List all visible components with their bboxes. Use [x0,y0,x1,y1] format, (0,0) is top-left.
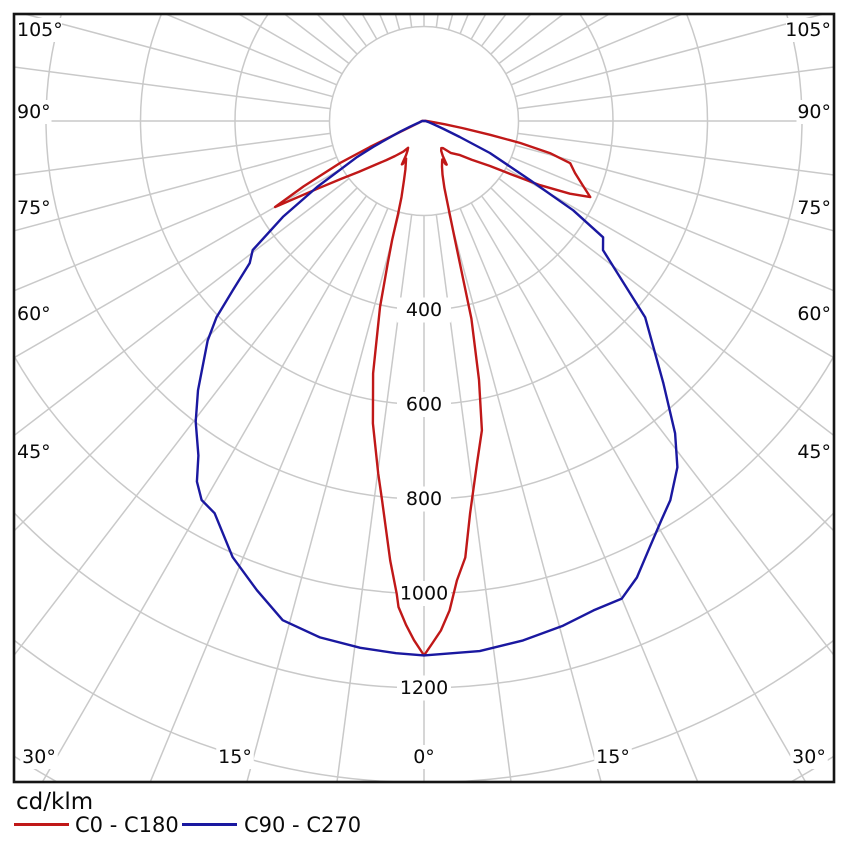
angle-label-45°: 45° [17,441,51,463]
grid-spoke [505,167,834,359]
grid-spoke [14,156,337,292]
grid-spoke [511,14,685,86]
grid-spoke [14,132,331,176]
angle-label-30°: 30° [792,746,826,768]
angle-label-bg [786,18,834,42]
angle-label-bg [216,745,254,769]
curve-C90-C270 [194,119,679,657]
grid-spoke [490,187,834,533]
angle-label-bg [20,745,58,769]
ring-label-400: 400 [406,299,442,321]
angle-label-bg [14,440,52,464]
grid-spoke [517,132,834,176]
grid-spoke [459,208,699,782]
grid-spoke [246,212,401,782]
ring-label-bg [397,486,451,512]
legend-label-c0-c180: C0 - C180 [75,813,179,837]
intensity-curves [194,119,679,657]
angle-label-15°: 15° [596,746,630,768]
grid-spoke [14,144,333,232]
grid-spoke [515,144,834,232]
grid-spoke [41,202,378,782]
angle-label-60°: 60° [797,303,831,325]
angle-label-bg [796,100,834,124]
legend-entry-c0-c180: C0 - C180 [14,812,184,842]
angle-label-bg [790,745,828,769]
angle-label-bg [14,18,62,42]
grid-spoke [14,187,358,533]
ring-label-600: 600 [406,394,442,416]
angle-labels: 105° 90° 75° 60° 45° 105° 90° 75° 60° 45° 30° 15° 0°… [14,18,834,769]
grid-spoke [480,195,834,657]
ring-label-bg [397,581,451,606]
grid-spoke [14,167,343,359]
angle-label-15°: 15° [218,746,252,768]
angle-label-30°: 30° [22,746,56,768]
angle-label-0°: 0° [413,746,435,768]
angle-label-75°: 75° [797,197,831,219]
grid-spoke [21,14,333,98]
angle-label-bg [14,100,52,124]
plot-border [12,12,836,784]
angle-label-bg [796,440,834,464]
grid-spoke [517,66,834,110]
grid-spoke [435,214,512,782]
angle-label-60°: 60° [17,303,51,325]
angle-label-45°: 45° [797,441,831,463]
grid-spoke [14,66,331,110]
grid-spoke [470,202,807,782]
legend-units-label: cd/klm [16,789,94,815]
ring-label-800: 800 [406,488,442,510]
angle-label-105°: 105° [785,19,831,41]
legend-entry-c90-c270: C90 - C270 [182,812,372,842]
curve-C0-C180 [273,119,592,657]
angle-label-bg [594,745,632,769]
angle-label-bg [796,196,834,220]
legend-label-c90-c270: C90 - C270 [244,813,362,837]
angle-label-bg [14,302,52,326]
grid-spoke [511,156,834,292]
grid-spoke [14,177,350,437]
grid-spoke [336,214,413,782]
grid-spoke [447,212,602,782]
angle-label-bg [796,302,834,326]
ring-label-bg [397,297,451,323]
grid-spoke [149,208,389,782]
ring-labels: 400 600 800 1000 1200 [397,297,451,701]
grid-spoke [515,14,827,98]
ring-label-bg [397,675,451,701]
legend-line-red [14,823,69,826]
grid-spoke [163,14,337,86]
angle-label-bg [410,745,438,769]
legend-line-blue [182,823,237,826]
ring-label-1000: 1000 [400,583,448,605]
angle-label-bg [14,196,52,220]
grid-spoke [14,195,368,657]
angle-label-105°: 105° [17,19,63,41]
ring-label-1200: 1200 [400,677,448,699]
ring-label-bg [397,392,451,417]
angle-label-75°: 75° [17,197,51,219]
angle-label-90°: 90° [17,101,51,123]
angle-label-90°: 90° [797,101,831,123]
chart-legend: C0 - C180 C90 - C270 [0,812,848,842]
